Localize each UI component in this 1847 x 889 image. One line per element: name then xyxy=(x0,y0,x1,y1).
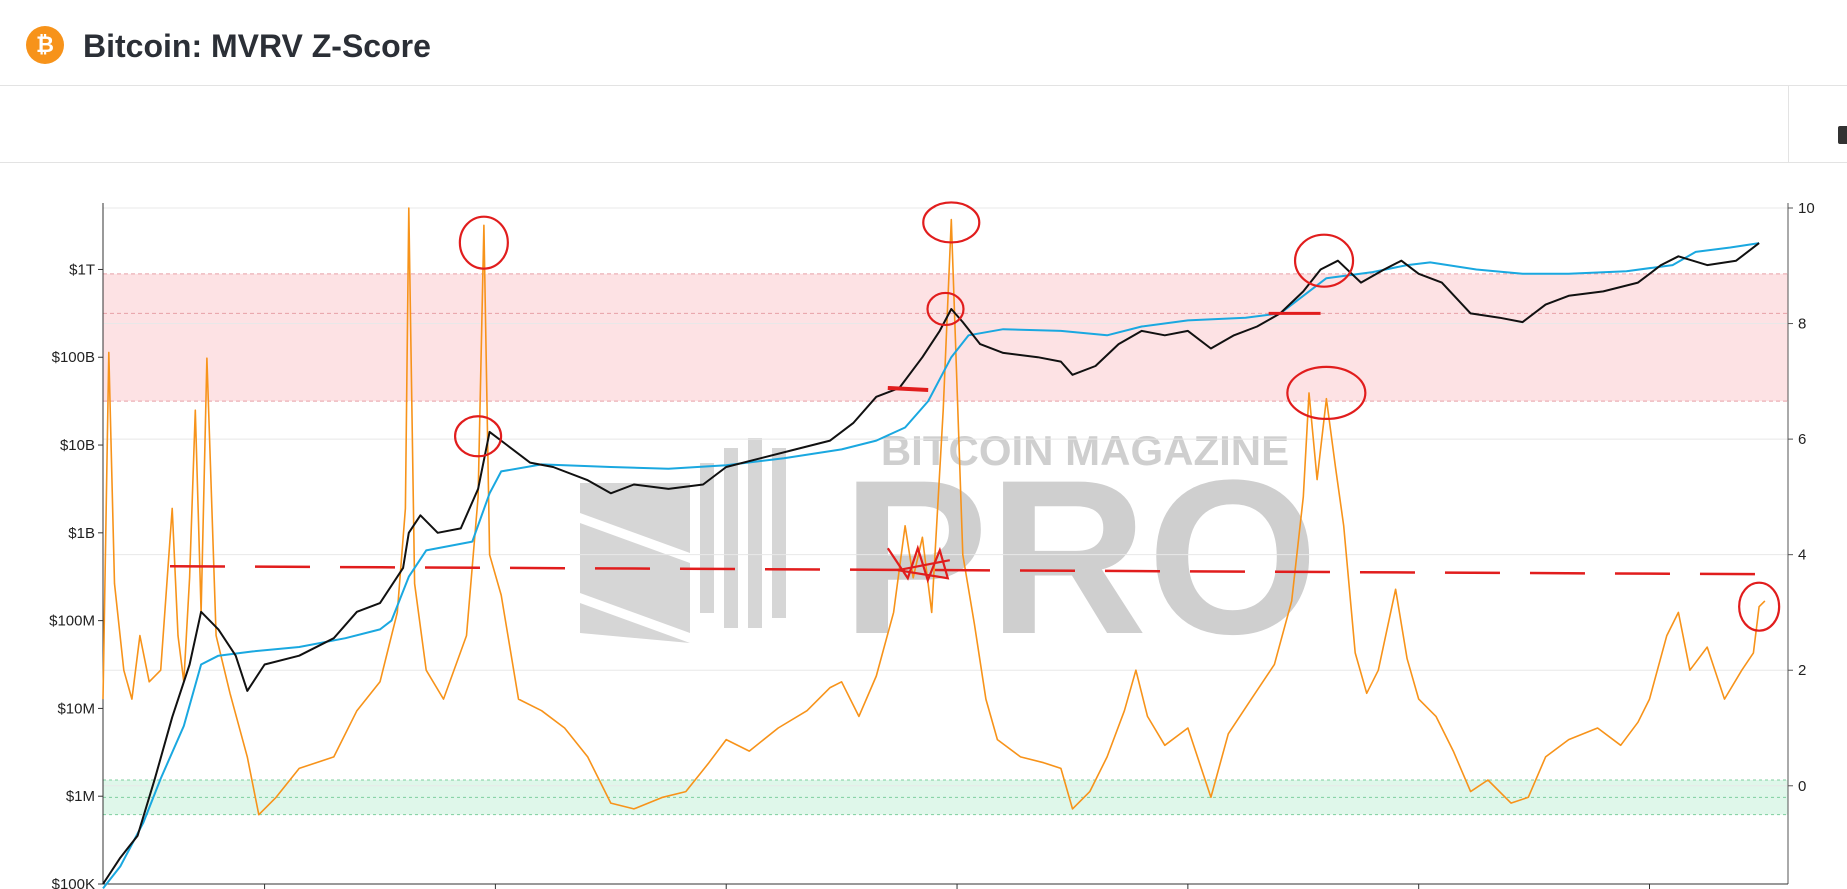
realized-cap-line xyxy=(102,242,1760,889)
y-right-tick-label: 4 xyxy=(1798,547,1806,564)
annotation-underline xyxy=(887,385,929,392)
chart-toolbar xyxy=(0,86,1847,163)
y-left-tick-label: $100B xyxy=(52,349,95,366)
watermark-text: BITCOIN MAGAZINE xyxy=(881,427,1289,474)
page-header: ₿ Bitcoin: MVRV Z-Score xyxy=(0,0,1847,86)
annotation-circle xyxy=(458,215,509,270)
annotation-circle xyxy=(922,201,981,244)
y-left-tick-label: $100K xyxy=(52,876,95,889)
toolbar-divider xyxy=(1788,86,1789,162)
watermark: BITCOIN MAGAZINE PRO xyxy=(580,427,1318,680)
mvrv-zscore-chart: BITCOIN MAGAZINE PRO $100K $1M $10M $100M $1… xyxy=(49,200,1815,889)
y-left-tick-label: $10M xyxy=(57,700,95,717)
annotation-circle xyxy=(1738,581,1781,632)
annotation-scribble xyxy=(886,544,951,584)
toolbar-menu-button[interactable] xyxy=(1838,126,1847,144)
watermark-logo-icon xyxy=(580,438,786,643)
bitcoin-logo-icon: ₿ xyxy=(26,26,64,64)
annotation-circle xyxy=(1286,365,1367,420)
watermark-text-pro: PRO xyxy=(842,434,1319,680)
y-left-tick-label: $1B xyxy=(68,525,95,542)
annotation-circle xyxy=(926,291,965,327)
y-right-tick-label: 10 xyxy=(1798,200,1815,217)
y-left-tick-label: $1M xyxy=(66,788,95,805)
annotation-circle xyxy=(1293,233,1355,288)
page-title: Bitcoin: MVRV Z-Score xyxy=(83,28,431,64)
y-right-tick-label: 0 xyxy=(1798,778,1806,795)
y-left-tick-label: $100M xyxy=(49,613,95,630)
dashed-threshold-line xyxy=(169,564,1766,576)
y-right-tick-label: 2 xyxy=(1798,662,1806,679)
y-left-tick-label: $10B xyxy=(60,437,95,454)
annotation-circle xyxy=(453,415,503,458)
market-cap-line xyxy=(102,242,1760,885)
y-right-tick-label: 8 xyxy=(1798,316,1806,333)
y-left-tick-label: $1T xyxy=(69,261,95,278)
red-annotations xyxy=(169,201,1781,632)
y-right-tick-label: 6 xyxy=(1798,431,1806,448)
